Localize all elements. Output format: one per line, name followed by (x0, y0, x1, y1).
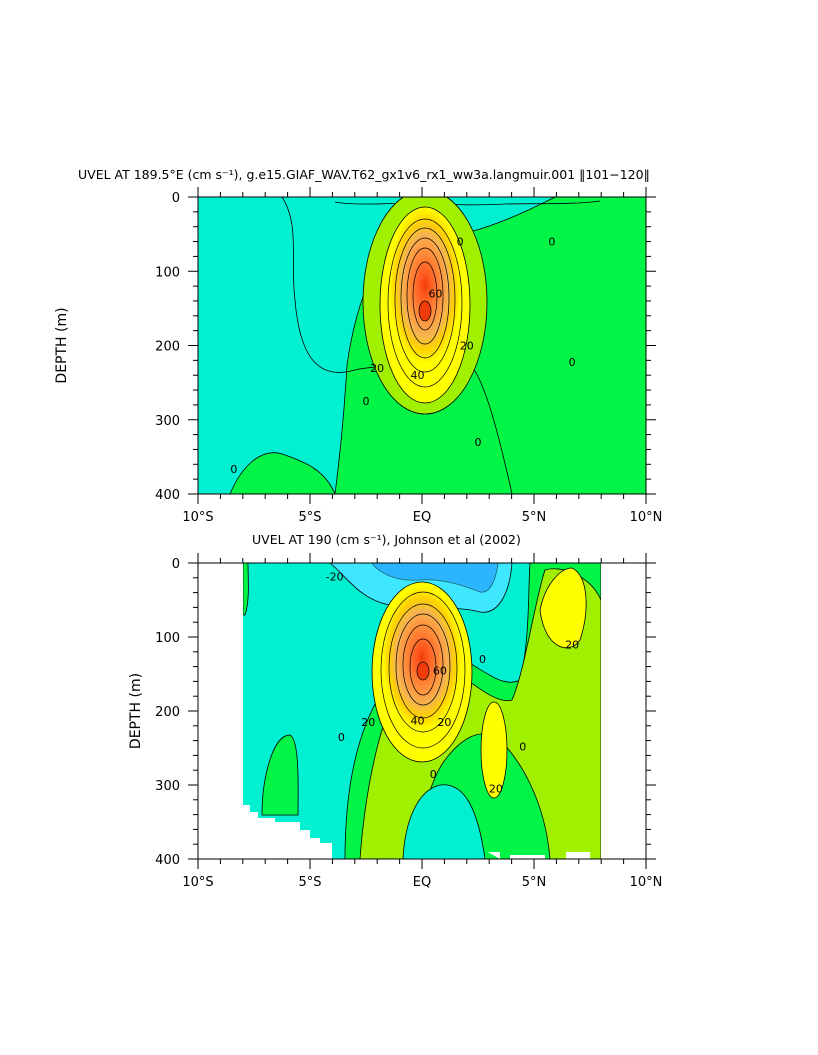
panel-observed: UVEL AT 190 (cm s⁻¹), Johnson et al (200… (128, 532, 662, 890)
contour-label: 20 (361, 716, 375, 729)
region-20-30-south (480, 701, 508, 799)
y-tick-label: 0 (172, 557, 180, 572)
contour-label: 20 (565, 638, 579, 651)
contour-label: 0 (569, 356, 576, 369)
region-deep-cyan (402, 784, 486, 859)
chart-title: UVEL AT 189.5°E (cm s⁻¹), g.e15.GIAF_WAV… (78, 167, 650, 182)
region-neg-20 (371, 563, 499, 593)
contour-label: 0 (338, 731, 345, 744)
y-tick-label: 300 (155, 779, 180, 794)
contour-label: 0 (457, 236, 464, 249)
region-0-10-sw (229, 452, 336, 494)
contour-label: 20 (437, 716, 451, 729)
x-tick-label: 5°S (298, 875, 321, 890)
y-tick-label: 0 (172, 191, 180, 206)
x-tick-label: 5°S (298, 510, 321, 525)
y-axis-label: DEPTH (m) (54, 307, 70, 383)
x-tick-label: 5°N (522, 875, 547, 890)
y-tick-label: 200 (155, 340, 180, 355)
contour-label: 20 (460, 340, 474, 353)
panel-model: UVEL AT 189.5°E (cm s⁻¹), g.e15.GIAF_WAV… (54, 167, 662, 525)
contour-label: 0 (430, 768, 437, 781)
contour-label: 20 (370, 362, 384, 375)
x-tick-label: 10°S (182, 875, 213, 890)
contour-label: -20 (326, 570, 344, 583)
y-tick-label: 400 (155, 853, 180, 868)
contour-label: 40 (411, 369, 425, 382)
y-tick-label: 100 (155, 265, 180, 280)
contour-labels: -20 0 0 0 0 20 20 20 20 40 60 (326, 570, 579, 795)
contour-label: 0 (548, 236, 555, 249)
contour-label: 0 (475, 436, 482, 449)
no-data-bottom-left (243, 805, 332, 859)
core-contours (387, 218, 463, 388)
x-tick-label: 5°N (522, 510, 547, 525)
x-tick-label: EQ (413, 875, 431, 890)
contour-label: 40 (411, 715, 425, 728)
x-tick-label: 10°N (630, 510, 663, 525)
plot-area (198, 197, 646, 494)
contour-label: 20 (489, 783, 503, 796)
y-tick-label: 400 (155, 488, 180, 503)
x-tick-label: EQ (413, 510, 431, 525)
contour-label: 60 (428, 288, 442, 301)
contour-label: 0 (230, 463, 237, 476)
west-contour (281, 197, 513, 494)
y-axis-label: DEPTH (m) (128, 673, 144, 749)
no-data-bottom-right (488, 852, 590, 859)
no-data-west (198, 563, 243, 859)
surface-contour (334, 200, 601, 206)
x-tick-label: 10°S (182, 510, 213, 525)
chart-title: UVEL AT 190 (cm s⁻¹), Johnson et al (200… (252, 532, 521, 547)
plot-area (243, 563, 601, 859)
region-20-30-east (539, 567, 587, 649)
y-tick-label: 300 (155, 414, 180, 429)
x-tick-label: 10°N (630, 875, 663, 890)
contour-labels: 0 0 0 0 0 0 20 20 40 60 (230, 236, 575, 476)
no-data-east (601, 563, 646, 859)
core-contours (380, 591, 466, 749)
contour-label: 0 (479, 653, 486, 666)
region-0-10-west (243, 563, 299, 816)
y-tick-label: 200 (155, 705, 180, 720)
contour-label: 0 (363, 395, 370, 408)
contour-label: 0 (519, 741, 526, 754)
contour-label: 60 (433, 664, 447, 677)
y-tick-label: 100 (155, 631, 180, 646)
